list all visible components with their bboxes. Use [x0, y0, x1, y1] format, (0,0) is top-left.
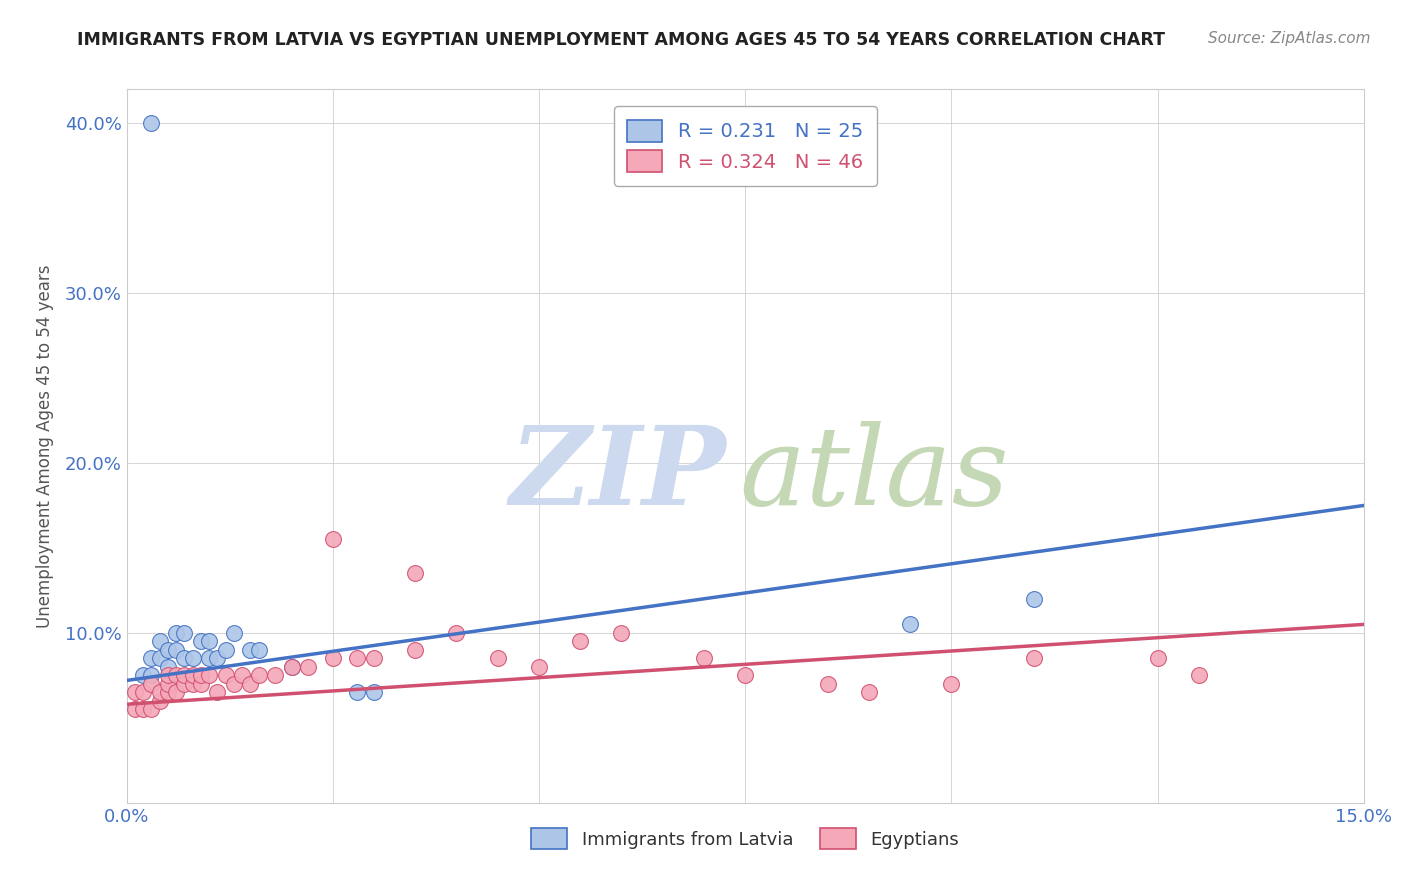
Point [148, 634, 170, 648]
Point [198, 668, 221, 682]
Point [239, 643, 262, 657]
Point [898, 617, 921, 632]
Point [446, 626, 468, 640]
Point [527, 660, 550, 674]
Point [181, 677, 204, 691]
Point [734, 668, 756, 682]
Point [173, 651, 195, 665]
Point [207, 651, 229, 665]
Text: atlas: atlas [740, 421, 1008, 528]
Text: Source: ZipAtlas.com: Source: ZipAtlas.com [1208, 31, 1371, 46]
Point [1146, 651, 1168, 665]
Text: IMMIGRANTS FROM LATVIA VS EGYPTIAN UNEMPLOYMENT AMONG AGES 45 TO 54 YEARS CORREL: IMMIGRANTS FROM LATVIA VS EGYPTIAN UNEMP… [77, 31, 1166, 49]
Text: ZIP: ZIP [510, 421, 727, 528]
Point [165, 668, 187, 682]
Point [817, 677, 839, 691]
Point [156, 643, 179, 657]
Point [181, 651, 204, 665]
Point [1022, 591, 1045, 606]
Point [247, 643, 270, 657]
Point [239, 677, 262, 691]
Point [297, 660, 319, 674]
Point [190, 634, 212, 648]
Point [264, 668, 287, 682]
Point [693, 651, 716, 665]
Point [363, 651, 385, 665]
Point [198, 634, 221, 648]
Point [569, 634, 592, 648]
Point [124, 702, 146, 716]
Point [156, 677, 179, 691]
Point [280, 660, 302, 674]
Point [141, 651, 163, 665]
Point [346, 685, 368, 699]
Point [156, 660, 179, 674]
Point [124, 685, 146, 699]
Point [148, 651, 170, 665]
Point [198, 651, 221, 665]
Point [141, 677, 163, 691]
Point [322, 533, 344, 547]
Point [190, 677, 212, 691]
Point [231, 668, 253, 682]
Point [173, 677, 195, 691]
Point [132, 685, 155, 699]
Point [148, 694, 170, 708]
Point [404, 566, 426, 581]
Point [404, 643, 426, 657]
Point [1022, 651, 1045, 665]
Point [165, 643, 187, 657]
Point [165, 626, 187, 640]
Point [156, 668, 179, 682]
Point [141, 116, 163, 130]
Point [165, 685, 187, 699]
Point [141, 702, 163, 716]
Point [173, 668, 195, 682]
Point [132, 702, 155, 716]
Point [1188, 668, 1211, 682]
Point [148, 685, 170, 699]
Point [222, 677, 245, 691]
Point [181, 668, 204, 682]
Point [141, 668, 163, 682]
Point [346, 651, 368, 665]
Point [132, 668, 155, 682]
Y-axis label: Unemployment Among Ages 45 to 54 years: Unemployment Among Ages 45 to 54 years [35, 264, 53, 628]
Point [214, 643, 236, 657]
Point [322, 651, 344, 665]
Point [173, 626, 195, 640]
Point [858, 685, 880, 699]
Point [222, 626, 245, 640]
Point [156, 685, 179, 699]
Point [247, 668, 270, 682]
Point [941, 677, 963, 691]
Point [610, 626, 633, 640]
Point [280, 660, 302, 674]
Point [363, 685, 385, 699]
Point [190, 668, 212, 682]
Point [486, 651, 509, 665]
Legend: Immigrants from Latvia, Egyptians: Immigrants from Latvia, Egyptians [522, 819, 969, 858]
Point [214, 668, 236, 682]
Point [207, 685, 229, 699]
